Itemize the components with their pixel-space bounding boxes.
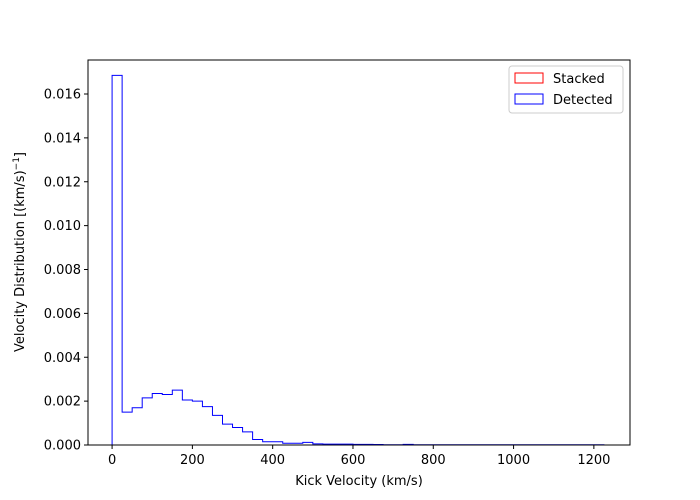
x-axis-label: Kick Velocity (km/s) bbox=[295, 474, 423, 489]
histogram-bin bbox=[112, 75, 122, 445]
x-tick-label: 1200 bbox=[577, 453, 610, 468]
x-tick-label: 800 bbox=[421, 453, 446, 468]
histogram-bin bbox=[172, 390, 182, 445]
histogram-bin bbox=[253, 440, 263, 445]
histogram-bin bbox=[233, 427, 243, 445]
legend-box bbox=[508, 65, 624, 114]
histogram-bin bbox=[222, 424, 232, 445]
histogram-bin bbox=[122, 412, 132, 445]
histogram-bin bbox=[142, 398, 152, 445]
histogram-bin bbox=[152, 393, 162, 445]
y-tick-label: 0.008 bbox=[44, 263, 81, 278]
x-tick-label: 400 bbox=[260, 453, 285, 468]
histogram-bin bbox=[212, 415, 222, 445]
y-tick-label: 0.006 bbox=[44, 307, 81, 322]
x-tick-label: 0 bbox=[108, 453, 116, 468]
x-axis-ticks: 0 200 400 600 800 1000 1200 bbox=[108, 445, 610, 468]
y-tick-label: 0.004 bbox=[44, 351, 81, 366]
y-axis-label-exponent: −1 bbox=[12, 157, 22, 170]
legend-label-detected: Detected bbox=[553, 93, 613, 108]
y-axis-label-main: Velocity Distribution [(km/s) bbox=[13, 170, 28, 352]
histogram-bin bbox=[182, 400, 192, 445]
x-tick-label: 1000 bbox=[497, 453, 530, 468]
y-axis-ticks: 0.000 0.002 0.004 0.006 0.008 0.010 0.012 0.014… bbox=[44, 88, 88, 454]
legend-label-stacked: Stacked bbox=[553, 72, 605, 87]
histogram-bin bbox=[243, 432, 253, 445]
histogram-bin bbox=[132, 408, 142, 445]
legend-swatch-stacked bbox=[514, 72, 544, 84]
y-tick-label: 0.016 bbox=[44, 88, 81, 103]
x-tick-label: 600 bbox=[341, 453, 366, 468]
histogram-bin bbox=[162, 395, 172, 445]
y-tick-label: 0.012 bbox=[44, 175, 81, 190]
y-tick-label: 0.002 bbox=[44, 395, 81, 410]
axes-frame bbox=[87, 59, 631, 446]
y-tick-label: 0.000 bbox=[44, 439, 81, 454]
legend: Stacked Detected bbox=[508, 65, 624, 114]
histogram-bin bbox=[202, 407, 212, 445]
histogram-bin bbox=[192, 401, 202, 445]
y-axis-label-close: ] bbox=[13, 152, 28, 157]
legend-swatch-detected bbox=[514, 93, 544, 105]
y-tick-label: 0.014 bbox=[44, 131, 81, 146]
y-axis-label: Velocity Distribution [(km/s)−1] bbox=[12, 152, 28, 352]
y-tick-label: 0.010 bbox=[44, 219, 81, 234]
x-tick-label: 200 bbox=[180, 453, 205, 468]
